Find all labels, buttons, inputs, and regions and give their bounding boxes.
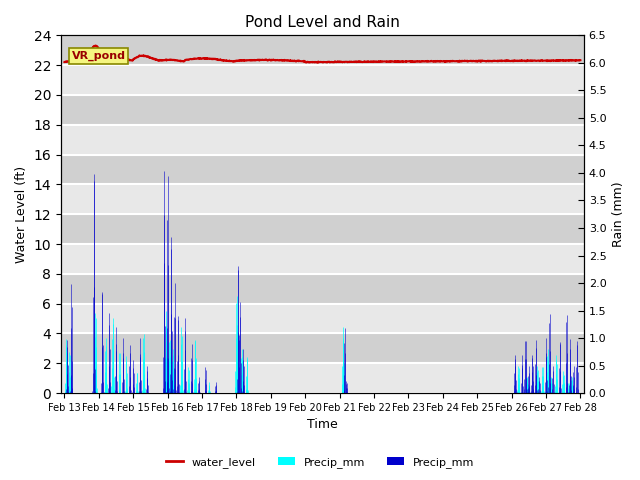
X-axis label: Time: Time [307,419,338,432]
Bar [61,155,584,184]
Bar [61,125,584,155]
Text: VR_pond: VR_pond [72,50,125,61]
Bar [61,244,584,274]
Bar [61,36,584,65]
Title: Pond Level and Rain: Pond Level and Rain [245,15,400,30]
Bar [61,274,584,304]
Bar [61,214,584,244]
Y-axis label: Water Level (ft): Water Level (ft) [15,166,28,263]
Bar [61,304,584,334]
Legend: water_level, Precip_mm, Precip_mm: water_level, Precip_mm, Precip_mm [161,452,479,472]
Bar [61,334,584,363]
Bar [61,363,584,393]
Y-axis label: Rain (mm): Rain (mm) [612,181,625,247]
Bar [61,95,584,125]
Bar [61,184,584,214]
Bar [61,65,584,95]
